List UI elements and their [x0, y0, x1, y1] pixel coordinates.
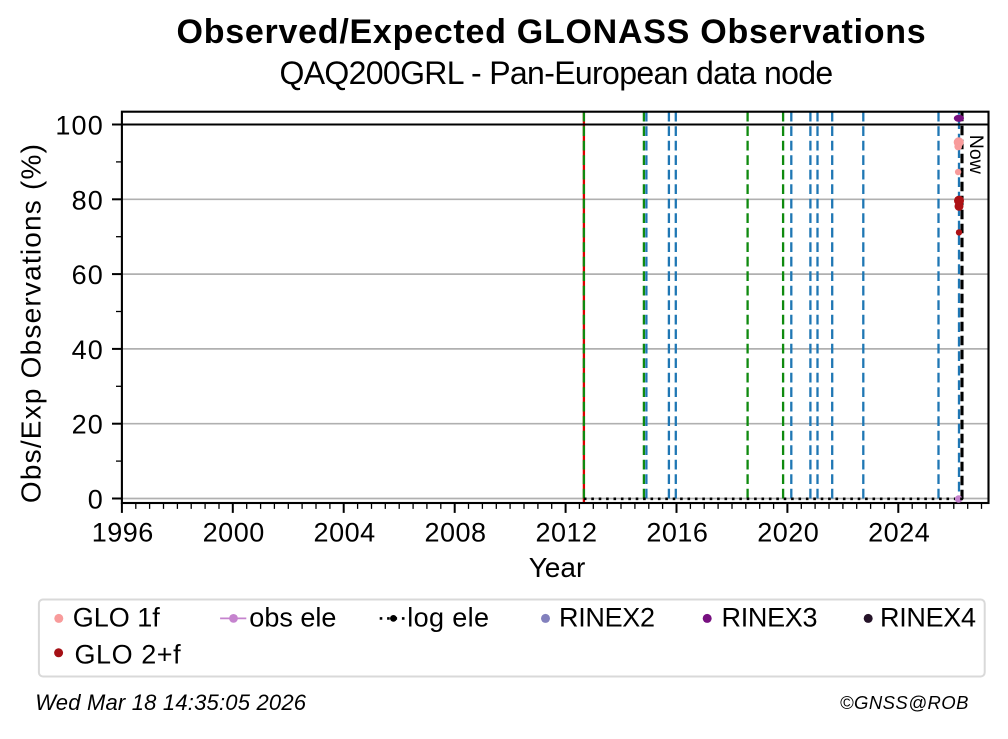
- svg-text:Obs/Exp Observations (%): Obs/Exp Observations (%): [16, 143, 47, 503]
- svg-text:Wed Mar 18 14:35:05 2026: Wed Mar 18 14:35:05 2026: [35, 690, 307, 715]
- svg-text:60: 60: [72, 260, 104, 290]
- svg-text:GLO 2+f: GLO 2+f: [75, 640, 182, 670]
- svg-text:RINEX3: RINEX3: [722, 603, 818, 633]
- svg-text:2000: 2000: [203, 517, 265, 547]
- svg-text:1996: 1996: [92, 517, 154, 547]
- svg-text:Observed/Expected GLONASS Obse: Observed/Expected GLONASS Observations: [177, 13, 927, 51]
- svg-text:100: 100: [55, 111, 104, 141]
- svg-text:2004: 2004: [314, 517, 376, 547]
- svg-text:GLO 1f: GLO 1f: [73, 603, 161, 633]
- svg-text:obs ele: obs ele: [249, 603, 336, 633]
- svg-text:RINEX4: RINEX4: [880, 603, 976, 633]
- svg-text:QAQ200GRL - Pan-European data: QAQ200GRL - Pan-European data node: [279, 55, 832, 91]
- svg-text:Now: Now: [965, 135, 987, 175]
- svg-text:©GNSS@ROB: ©GNSS@ROB: [840, 692, 969, 713]
- svg-text:2020: 2020: [757, 517, 819, 547]
- svg-text:log ele: log ele: [407, 603, 489, 633]
- svg-text:40: 40: [72, 335, 104, 365]
- svg-text:Year: Year: [529, 552, 586, 583]
- svg-text:0: 0: [88, 485, 104, 515]
- svg-text:20: 20: [72, 410, 104, 440]
- svg-text:80: 80: [72, 185, 104, 215]
- svg-text:2016: 2016: [646, 517, 708, 547]
- svg-text:2024: 2024: [868, 517, 930, 547]
- svg-text:2012: 2012: [535, 517, 597, 547]
- svg-text:RINEX2: RINEX2: [559, 603, 655, 633]
- svg-text:2008: 2008: [424, 517, 486, 547]
